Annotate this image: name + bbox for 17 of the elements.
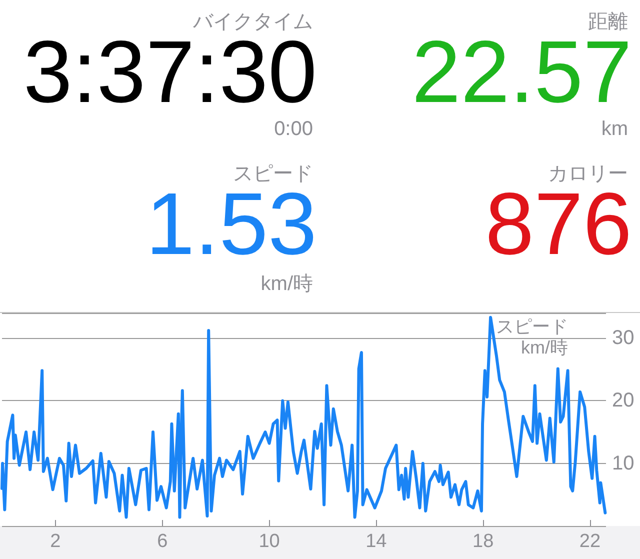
text: km/時 xyxy=(260,272,313,297)
x-tick-label: 22 xyxy=(579,531,601,552)
x-tick-label: 14 xyxy=(366,531,388,552)
text: スピード xyxy=(233,162,313,187)
y-tick-label: 20 xyxy=(612,390,634,412)
x-tick-label: 2 xyxy=(50,531,61,552)
line-series xyxy=(0,316,607,519)
x-tick-label: 10 xyxy=(258,531,280,552)
text: カロリー xyxy=(548,162,628,187)
text: km xyxy=(601,118,628,141)
y-tick-label: 30 xyxy=(612,327,634,350)
y-axis-title: スピード km/時 xyxy=(496,316,568,358)
text: バイクタイム xyxy=(193,10,313,35)
y-tick-label: 10 xyxy=(612,452,634,474)
text: 0:00 xyxy=(274,118,313,141)
x-tick-label: 18 xyxy=(472,531,494,552)
x-tick-label: 6 xyxy=(157,531,168,552)
